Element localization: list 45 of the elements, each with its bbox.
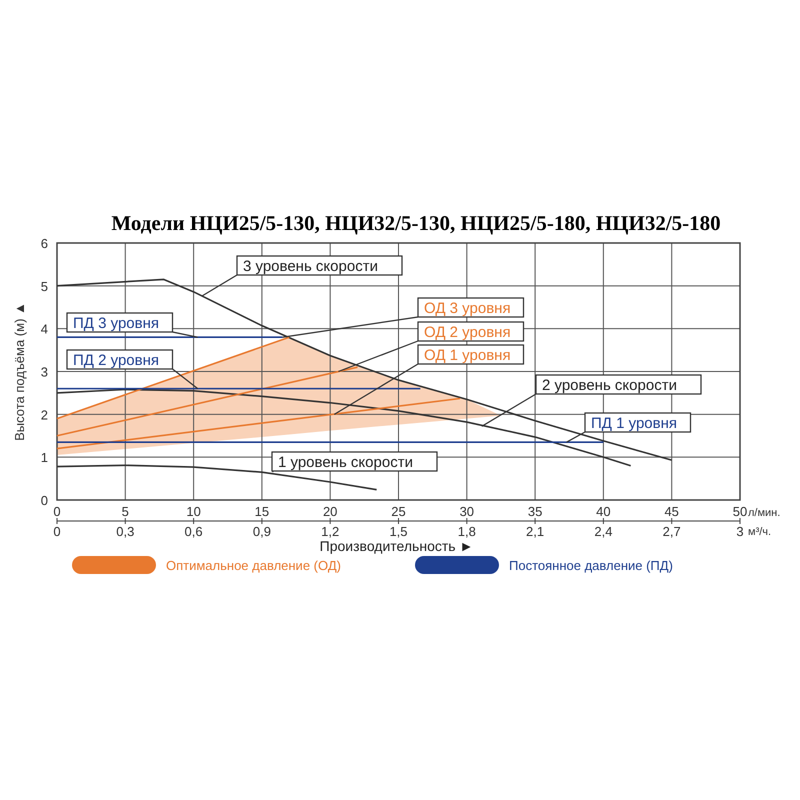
x2-tick-label: 0,3 [116, 524, 134, 539]
x-tick-label: 30 [460, 504, 474, 519]
annotation: ПД 2 уровня [73, 352, 160, 369]
x2-tick-label: 2,4 [594, 524, 612, 539]
y-axis-title: Высота подъёма (м) ▲ [12, 302, 27, 441]
x-tick-label: 45 [664, 504, 679, 519]
text: л/мин. [748, 507, 780, 519]
y-tick-label: 2 [40, 407, 48, 422]
x-axis-title: Производительность ► [320, 538, 474, 554]
chart-title: Модели НЦИ25/5-130, НЦИ32/5-130, НЦИ25/5-180, НЦИ32/5-180 [111, 211, 721, 235]
x2-tick-label: 0,6 [184, 524, 203, 539]
x-tick-label: 10 [186, 504, 201, 519]
x2-tick-label: 1,8 [458, 524, 476, 539]
y-tick-label: 1 [40, 450, 48, 466]
x-tick-label: 5 [122, 504, 129, 519]
x-tick-label: 15 [254, 504, 270, 519]
annotation: ОД 3 уровня [424, 300, 511, 317]
x-tick-label: 0 [53, 504, 61, 519]
x-tick-label: 20 [322, 504, 338, 519]
x2-tick-label: 1,5 [389, 524, 408, 539]
y-tick-label: 6 [40, 236, 48, 251]
x2-tick-label: 2,1 [526, 524, 544, 539]
text: Постоянное давление (ПД) [509, 558, 673, 573]
x-tick-label: 25 [391, 504, 406, 519]
x-tick-label: 35 [528, 504, 542, 519]
annotation: ОД 2 уровня [424, 324, 511, 341]
annotation: 3 уровень скорости [243, 258, 378, 275]
x-tick-label: 40 [596, 504, 611, 519]
y-tick-label: 5 [40, 278, 48, 294]
annotation: 1 уровень скорости [278, 454, 413, 471]
x2-tick-label: 0 [53, 524, 61, 539]
x2-tick-label: 0,9 [252, 524, 271, 539]
annotation: ПД 3 уровня [73, 315, 160, 332]
text: Оптимальное давление (ОД) [166, 558, 341, 573]
annotation: ОД 1 уровня [424, 347, 511, 364]
y-tick-label: 3 [40, 364, 48, 380]
annotation: 2 уровень скорости [542, 377, 677, 394]
y-tick-label: 4 [40, 322, 48, 337]
annotation: ПД 1 уровня [591, 415, 678, 432]
x2-tick-label: 3 [736, 524, 744, 539]
y-tick-label: 0 [40, 493, 48, 508]
x2-axis-title: м³/ч. [748, 526, 772, 538]
x-tick-label: 50 [732, 504, 748, 519]
x2-tick-label: 2,7 [662, 524, 681, 539]
x2-tick-label: 1,2 [321, 524, 340, 539]
